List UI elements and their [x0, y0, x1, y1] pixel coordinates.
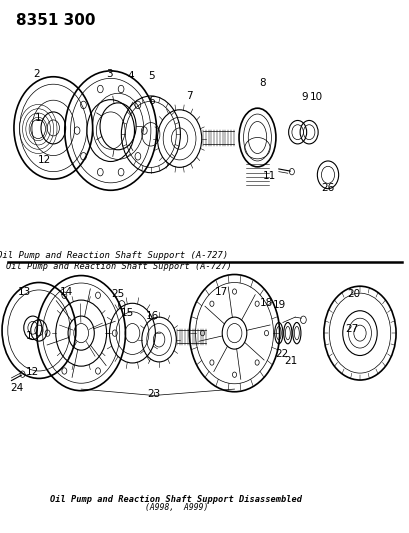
- Text: 24: 24: [10, 383, 23, 393]
- Text: 21: 21: [284, 357, 297, 366]
- Text: 12: 12: [26, 367, 39, 377]
- Text: 22: 22: [275, 350, 288, 359]
- Text: 4: 4: [128, 71, 134, 80]
- Text: 18: 18: [259, 298, 272, 308]
- Text: Oil Pump and Reaction Shaft Support (A-727): Oil Pump and Reaction Shaft Support (A-7…: [0, 251, 228, 260]
- Text: 17: 17: [214, 287, 227, 297]
- Text: 20: 20: [346, 289, 359, 299]
- Text: 26: 26: [321, 183, 334, 192]
- Text: Oil Pump and Reaction Shaft Support (A-727): Oil Pump and Reaction Shaft Support (A-7…: [6, 262, 231, 271]
- Text: 5: 5: [148, 71, 155, 80]
- Text: Oil Pump and Reaction Shaft Support Disassembled: Oil Pump and Reaction Shaft Support Disa…: [50, 496, 301, 504]
- Text: 2: 2: [33, 69, 39, 78]
- Text: (A998,  A999): (A998, A999): [144, 503, 207, 512]
- Text: 6: 6: [148, 96, 155, 106]
- Text: 1: 1: [26, 331, 33, 341]
- Text: 23: 23: [147, 390, 160, 399]
- Text: 10: 10: [309, 92, 322, 102]
- Text: 15: 15: [120, 309, 133, 318]
- Text: 13: 13: [18, 287, 31, 297]
- Text: 3: 3: [106, 69, 113, 78]
- Text: 25: 25: [111, 289, 124, 299]
- Text: 16: 16: [146, 311, 159, 320]
- Text: 12: 12: [38, 155, 51, 165]
- Text: 8: 8: [258, 78, 265, 87]
- Text: 11: 11: [263, 171, 276, 181]
- Text: 19: 19: [272, 300, 285, 310]
- Text: 8351 300: 8351 300: [16, 13, 96, 28]
- Text: 9: 9: [300, 92, 307, 102]
- Text: 7: 7: [186, 91, 192, 101]
- Text: 14: 14: [60, 287, 73, 297]
- Text: 27: 27: [344, 325, 357, 334]
- Text: 1: 1: [34, 114, 41, 123]
